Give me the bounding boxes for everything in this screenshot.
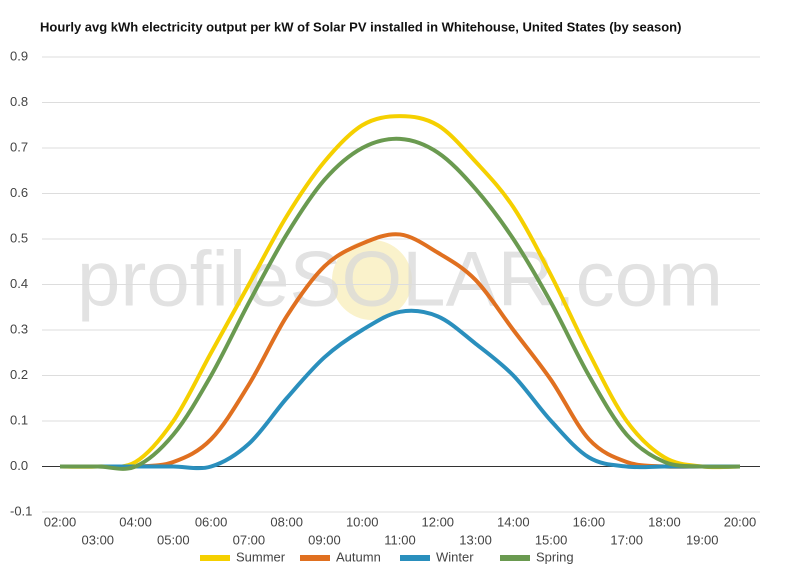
legend-label: Autumn xyxy=(336,549,381,564)
x-tick-label: 16:00 xyxy=(573,514,606,529)
watermark-sun xyxy=(332,240,412,320)
x-tick-label: 08:00 xyxy=(270,514,303,529)
legend-swatch xyxy=(300,555,330,561)
legend-label: Summer xyxy=(236,549,286,564)
x-tick-label: 17:00 xyxy=(610,532,643,547)
legend-swatch xyxy=(400,555,430,561)
y-tick-label: -0.1 xyxy=(10,503,32,518)
watermark: profileSOLAR.com xyxy=(77,235,723,323)
y-tick-label: 0.7 xyxy=(10,139,28,154)
x-tick-label: 07:00 xyxy=(233,532,266,547)
series-line xyxy=(60,136,741,471)
legend-label: Winter xyxy=(436,549,474,564)
series-line xyxy=(60,308,740,471)
y-tick-label: 0.5 xyxy=(10,230,28,245)
y-tick-label: 0.0 xyxy=(10,458,28,473)
x-tick-label: 05:00 xyxy=(157,532,190,547)
x-tick-label: 06:00 xyxy=(195,514,228,529)
series-line xyxy=(59,114,741,470)
legend-swatch xyxy=(200,555,230,561)
y-tick-label: 0.1 xyxy=(10,412,28,427)
y-tick-label: 0.9 xyxy=(10,48,28,63)
x-tick-label: 15:00 xyxy=(535,532,568,547)
x-tick-label: 04:00 xyxy=(119,514,152,529)
x-tick-label: 12:00 xyxy=(422,514,455,529)
x-tick-label: 14:00 xyxy=(497,514,530,529)
series-line xyxy=(60,232,740,469)
x-tick-label: 10:00 xyxy=(346,514,379,529)
y-tick-label: 0.4 xyxy=(10,276,28,291)
y-tick-label: 0.3 xyxy=(10,321,28,336)
x-tick-label: 18:00 xyxy=(648,514,681,529)
y-tick-label: 0.8 xyxy=(10,94,28,109)
x-tick-label: 02:00 xyxy=(44,514,77,529)
x-tick-label: 13:00 xyxy=(459,532,492,547)
x-tick-label: 19:00 xyxy=(686,532,719,547)
y-tick-label: 0.2 xyxy=(10,367,28,382)
x-tick-label: 11:00 xyxy=(384,532,416,547)
x-tick-label: 20:00 xyxy=(724,514,757,529)
chart-title: Hourly avg kWh electricity output per kW… xyxy=(40,19,681,34)
x-tick-label: 03:00 xyxy=(82,532,115,547)
legend-swatch xyxy=(500,555,530,561)
y-tick-label: 0.6 xyxy=(10,185,28,200)
x-tick-label: 09:00 xyxy=(308,532,341,547)
legend-label: Spring xyxy=(536,549,574,564)
